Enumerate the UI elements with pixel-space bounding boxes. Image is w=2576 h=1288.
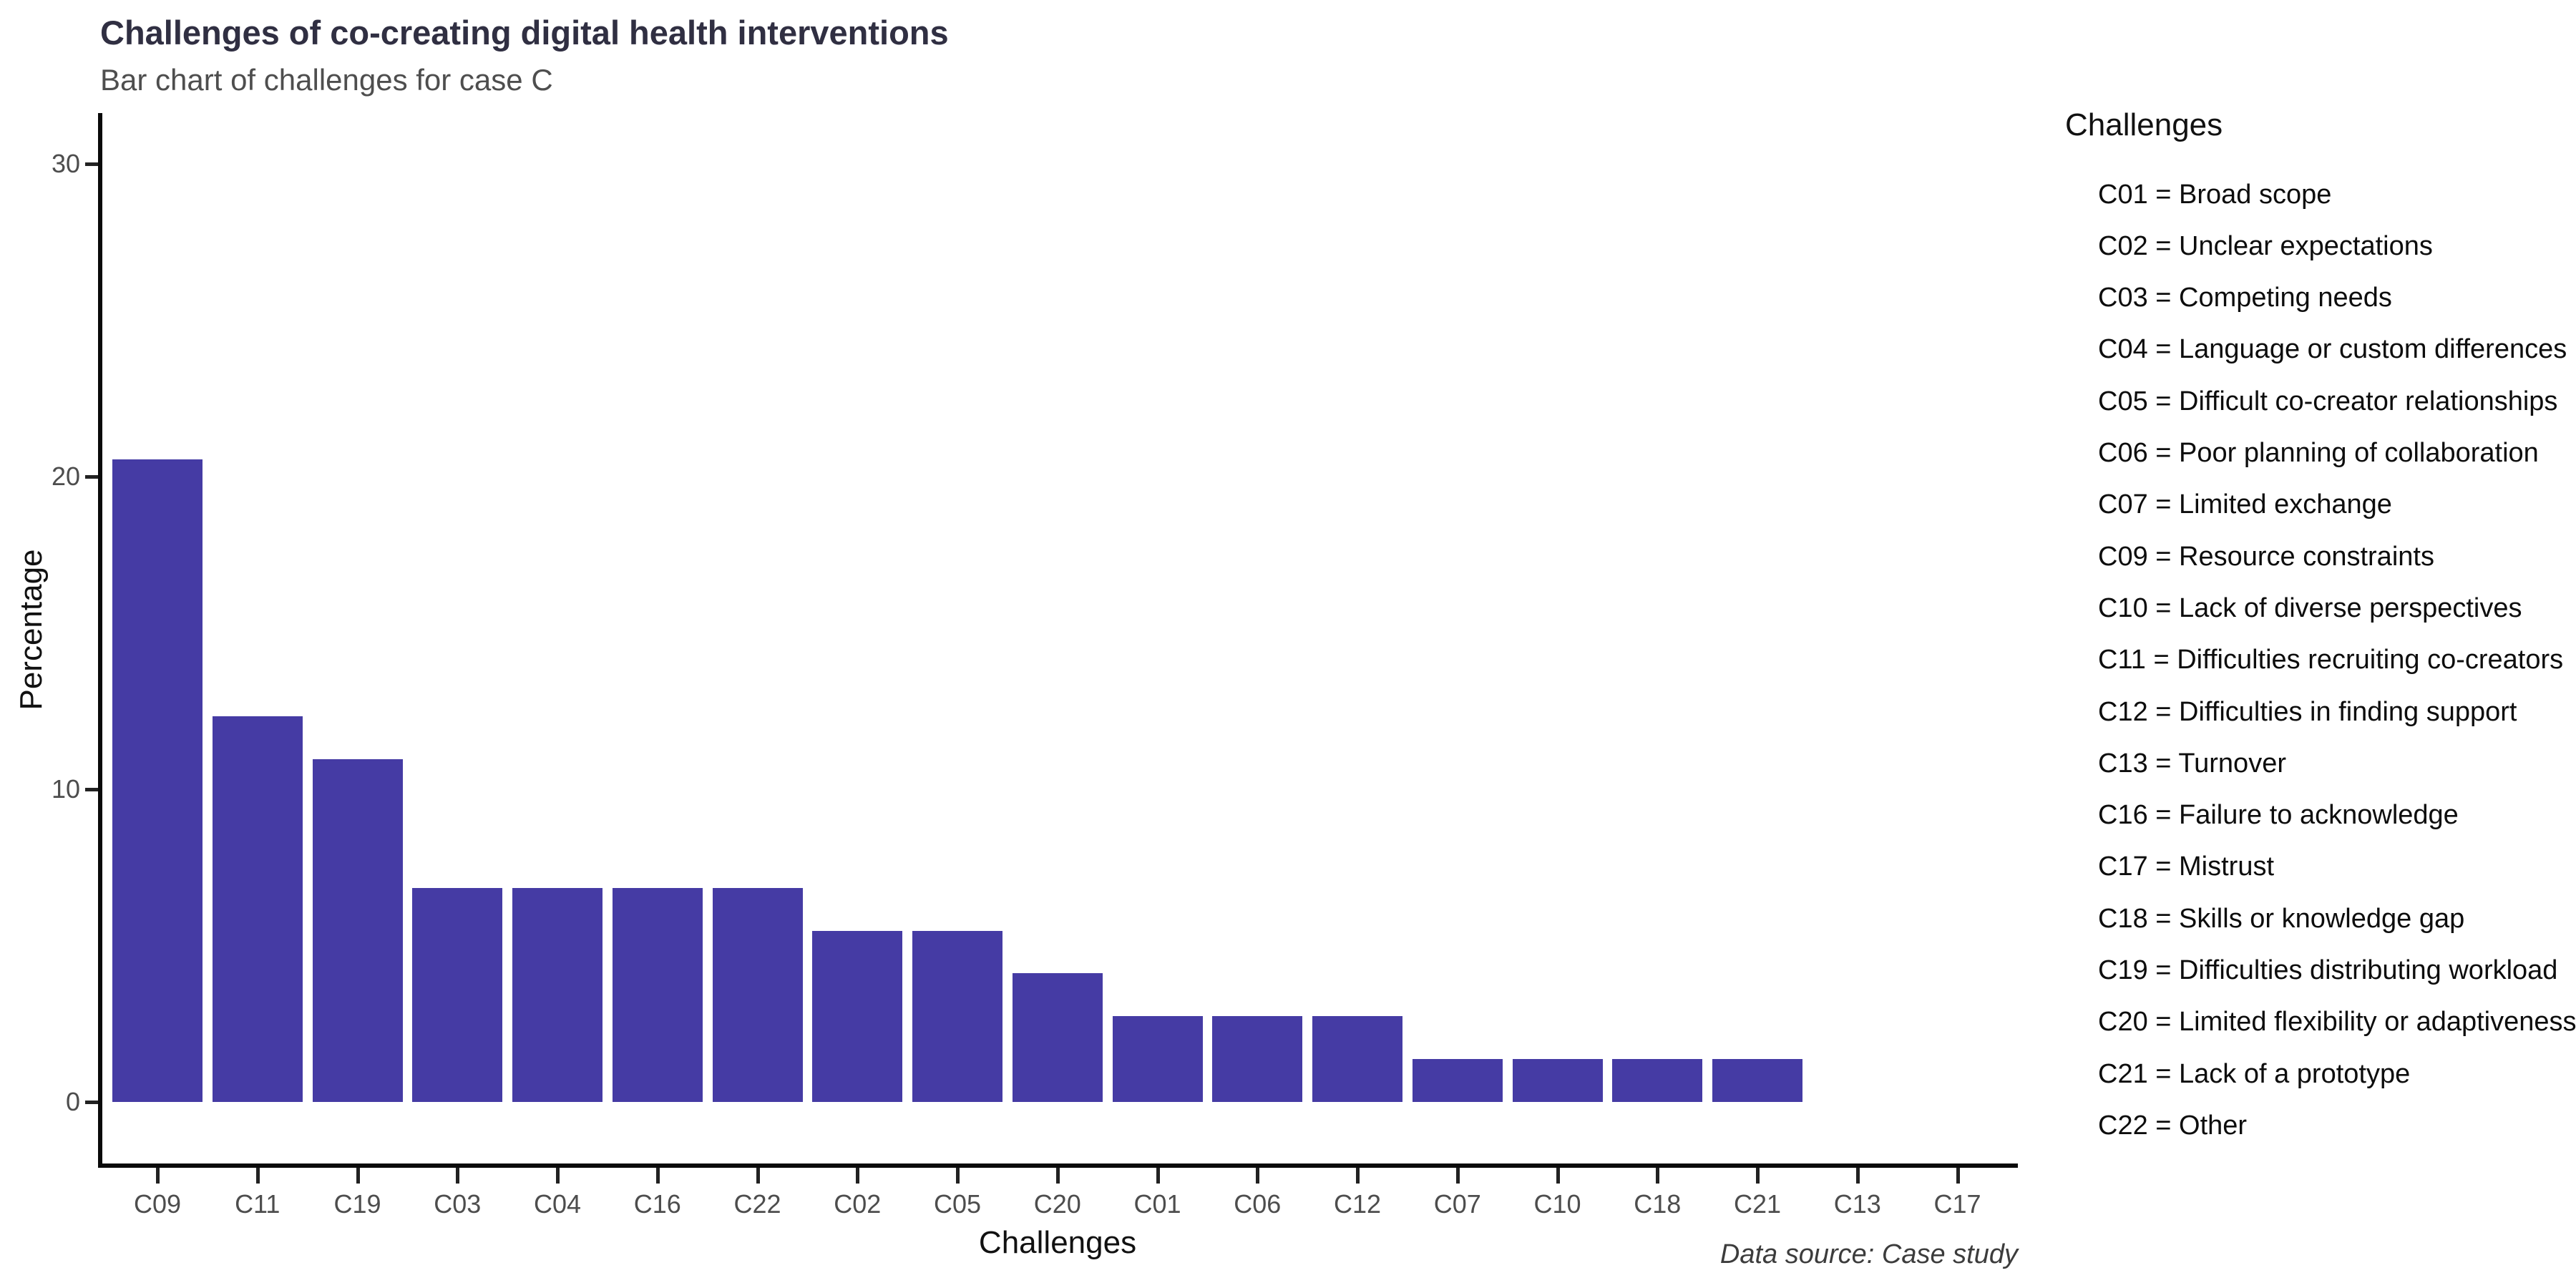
- legend-title: Challenges: [2065, 107, 2223, 142]
- x-tick-mark: [456, 1168, 460, 1184]
- x-tick-mark: [1855, 1168, 1860, 1184]
- x-tick-label: C06: [1234, 1189, 1282, 1219]
- bar: [712, 887, 803, 1102]
- bar: [412, 887, 503, 1102]
- bar: [1512, 1059, 1603, 1102]
- chart-subtitle: Bar chart of challenges for case C: [100, 63, 553, 97]
- x-tick-label: C03: [434, 1189, 482, 1219]
- y-tick-mark: [85, 1101, 98, 1104]
- x-tick-mark: [1756, 1168, 1760, 1184]
- bar: [912, 930, 1002, 1102]
- bar: [1212, 1016, 1303, 1102]
- legend-entry: C11 = Difficulties recruiting co-creator…: [2098, 645, 2564, 675]
- x-tick-mark: [255, 1168, 260, 1184]
- x-tick-label: C09: [133, 1189, 182, 1219]
- y-axis-line: [98, 113, 102, 1168]
- x-tick-mark: [956, 1168, 960, 1184]
- x-tick-mark: [1356, 1168, 1360, 1184]
- x-tick-mark: [1055, 1168, 1060, 1184]
- legend-entry: C21 = Lack of a prototype: [2098, 1058, 2411, 1089]
- x-tick-mark: [1256, 1168, 1260, 1184]
- y-axis-title: Percentage: [14, 549, 49, 711]
- legend-entry: C17 = Mistrust: [2098, 852, 2275, 882]
- x-tick-mark: [356, 1168, 360, 1184]
- y-tick-label: 10: [51, 774, 80, 804]
- y-tick-mark: [85, 475, 98, 479]
- y-tick-mark: [85, 788, 98, 791]
- legend-entry: C06 = Poor planning of collaboration: [2098, 438, 2539, 468]
- legend-entry: C03 = Competing needs: [2098, 283, 2392, 313]
- legend-entry: C19 = Difficulties distributing workload: [2098, 955, 2558, 985]
- bar: [1312, 1016, 1402, 1102]
- bar: [812, 930, 903, 1102]
- legend-entry: C16 = Failure to acknowledge: [2098, 800, 2459, 831]
- legend-entry: C13 = Turnover: [2098, 748, 2286, 779]
- y-tick-mark: [85, 162, 98, 166]
- y-tick-label: 20: [51, 462, 80, 491]
- x-tick-label: C10: [1533, 1189, 1581, 1219]
- legend-entry: C05 = Difficult co-creator relationships: [2098, 386, 2558, 416]
- legend-entry: C12 = Difficulties in finding support: [2098, 696, 2517, 727]
- x-tick-label: C22: [733, 1189, 781, 1219]
- x-tick-mark: [1556, 1168, 1560, 1184]
- x-tick-label: C02: [834, 1189, 882, 1219]
- legend-entry: C04 = Language or custom differences: [2098, 334, 2567, 365]
- bar: [212, 716, 303, 1102]
- x-tick-mark: [1156, 1168, 1160, 1184]
- x-tick-label: C17: [1933, 1189, 1981, 1219]
- x-tick-label: C04: [533, 1189, 582, 1219]
- x-tick-mark: [156, 1168, 160, 1184]
- x-axis-line: [98, 1163, 2018, 1168]
- x-tick-label: C20: [1033, 1189, 1081, 1219]
- x-tick-label: C13: [1833, 1189, 1881, 1219]
- bar: [612, 887, 703, 1102]
- y-tick-label: 30: [51, 149, 80, 178]
- caption: Data source: Case study: [1719, 1239, 2018, 1269]
- chart-title: Challenges of co-creating digital health…: [100, 14, 949, 52]
- legend-entry: C01 = Broad scope: [2098, 179, 2332, 210]
- x-tick-label: C21: [1733, 1189, 1782, 1219]
- x-tick-mark: [756, 1168, 760, 1184]
- bar: [1112, 1016, 1203, 1102]
- x-tick-mark: [1455, 1168, 1460, 1184]
- y-tick-label: 0: [65, 1087, 80, 1116]
- x-tick-label: C16: [633, 1189, 681, 1219]
- x-tick-mark: [856, 1168, 860, 1184]
- legend-entry: C20 = Limited flexibility or adaptivenes…: [2098, 1007, 2576, 1038]
- bar: [1612, 1059, 1703, 1102]
- x-tick-mark: [556, 1168, 560, 1184]
- legend-entry: C18 = Skills or knowledge gap: [2098, 903, 2465, 934]
- x-tick-label: C11: [235, 1189, 280, 1219]
- x-tick-label: C12: [1333, 1189, 1382, 1219]
- bar: [1712, 1059, 1802, 1102]
- x-tick-mark: [1656, 1168, 1660, 1184]
- bar: [512, 887, 602, 1102]
- legend-entry: C09 = Resource constraints: [2098, 541, 2434, 572]
- x-tick-label: C07: [1433, 1189, 1481, 1219]
- x-tick-mark: [655, 1168, 660, 1184]
- legend-entry: C10 = Lack of diverse perspectives: [2098, 592, 2522, 623]
- legend: Challenges C01 = Broad scope C02 = Unclea…: [2065, 107, 2576, 1141]
- x-tick-label: C05: [933, 1189, 982, 1219]
- bar: [1012, 973, 1103, 1102]
- legend-entry: C22 = Other: [2098, 1110, 2248, 1141]
- bar: [312, 759, 403, 1102]
- x-tick-label: C19: [333, 1189, 381, 1219]
- x-tick-mark: [1956, 1168, 1960, 1184]
- bar: [1412, 1059, 1503, 1102]
- x-axis-title: Challenges: [978, 1225, 1137, 1260]
- legend-entry: C02 = Unclear expectations: [2098, 230, 2433, 261]
- legend-entry: C07 = Limited exchange: [2098, 489, 2392, 520]
- x-tick-label: C18: [1634, 1189, 1682, 1219]
- bar: [112, 459, 203, 1102]
- x-tick-label: C01: [1133, 1189, 1181, 1219]
